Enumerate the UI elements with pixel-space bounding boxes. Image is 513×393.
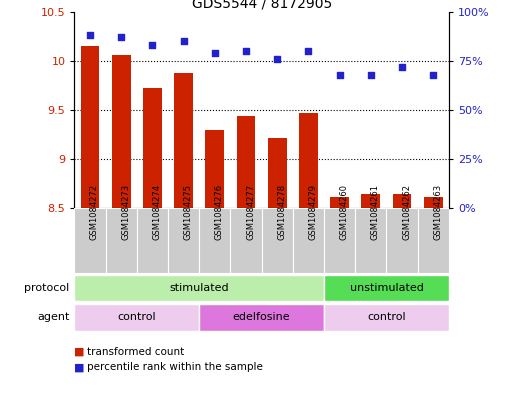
Bar — [324, 275, 449, 301]
Bar — [199, 208, 230, 273]
Bar — [81, 46, 100, 208]
Point — [336, 72, 344, 78]
Text: GSM1084278: GSM1084278 — [277, 184, 286, 240]
Text: GSM1084263: GSM1084263 — [433, 184, 442, 240]
Point — [304, 48, 312, 54]
Text: GSM1084262: GSM1084262 — [402, 184, 411, 239]
Bar — [106, 208, 137, 273]
Text: ■: ■ — [74, 347, 85, 357]
Bar — [392, 193, 411, 208]
Text: GSM1084274: GSM1084274 — [152, 184, 162, 239]
Text: edelfosine: edelfosine — [233, 312, 290, 322]
Point — [117, 34, 125, 40]
Point — [429, 72, 438, 78]
Point — [86, 32, 94, 39]
Bar — [137, 208, 168, 273]
Point — [148, 42, 156, 48]
Text: transformed count: transformed count — [87, 347, 185, 357]
Text: GSM1084261: GSM1084261 — [371, 184, 380, 239]
Point — [242, 48, 250, 54]
Text: GSM1084276: GSM1084276 — [215, 184, 224, 240]
Text: agent: agent — [37, 312, 69, 322]
Bar — [324, 208, 355, 273]
Point — [367, 72, 375, 78]
Bar — [74, 304, 199, 331]
Text: GSM1084273: GSM1084273 — [121, 184, 130, 240]
Bar — [74, 208, 106, 273]
Bar — [293, 208, 324, 273]
Bar — [199, 304, 324, 331]
Point — [180, 38, 188, 44]
Text: control: control — [367, 312, 406, 322]
Text: GSM1084279: GSM1084279 — [308, 184, 318, 239]
Bar — [112, 55, 130, 208]
Bar — [262, 208, 293, 273]
Point — [273, 56, 281, 62]
Bar — [330, 197, 349, 208]
Title: GDS5544 / 8172905: GDS5544 / 8172905 — [191, 0, 332, 11]
Bar — [236, 116, 255, 208]
Bar — [143, 88, 162, 208]
Text: GSM1084260: GSM1084260 — [340, 184, 349, 239]
Text: GSM1084275: GSM1084275 — [184, 184, 192, 239]
Bar — [74, 275, 324, 301]
Bar — [230, 208, 262, 273]
Bar — [362, 193, 380, 208]
Text: protocol: protocol — [24, 283, 69, 293]
Bar — [355, 208, 386, 273]
Text: GSM1084272: GSM1084272 — [90, 184, 99, 239]
Bar — [205, 130, 224, 208]
Text: stimulated: stimulated — [169, 283, 229, 293]
Bar — [299, 113, 318, 208]
Text: unstimulated: unstimulated — [349, 283, 423, 293]
Text: percentile rank within the sample: percentile rank within the sample — [87, 362, 263, 373]
Bar — [418, 208, 449, 273]
Bar — [174, 73, 193, 208]
Text: ■: ■ — [74, 362, 85, 373]
Point — [211, 50, 219, 56]
Text: GSM1084277: GSM1084277 — [246, 184, 255, 240]
Bar — [424, 196, 443, 208]
Point — [398, 64, 406, 70]
Bar — [324, 304, 449, 331]
Bar — [168, 208, 199, 273]
Bar — [268, 138, 287, 208]
Bar — [386, 208, 418, 273]
Text: control: control — [117, 312, 156, 322]
